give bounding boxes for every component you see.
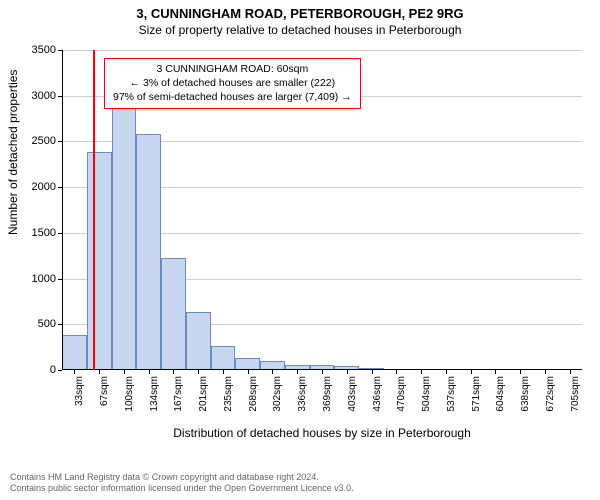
page-subtitle: Size of property relative to detached ho… xyxy=(0,23,600,37)
y-tick-label: 1000 xyxy=(32,273,56,285)
x-tick-label: 369sqm xyxy=(322,376,333,412)
x-tick-mark xyxy=(471,370,472,374)
x-tick-mark xyxy=(248,370,249,374)
x-tick-label: 470sqm xyxy=(396,376,407,412)
x-tick-label: 638sqm xyxy=(520,376,531,412)
callout-line-2: ← 3% of detached houses are smaller (222… xyxy=(113,76,352,90)
x-axis-line xyxy=(62,369,582,370)
x-tick-mark xyxy=(545,370,546,374)
y-tick-label: 500 xyxy=(38,318,56,330)
bar xyxy=(161,258,186,370)
x-tick-label: 537sqm xyxy=(446,376,457,412)
x-tick-label: 571sqm xyxy=(471,376,482,412)
x-tick-mark xyxy=(74,370,75,374)
y-tick-label: 3000 xyxy=(32,90,56,102)
x-axis-label: Distribution of detached houses by size … xyxy=(62,426,582,440)
x-tick-mark xyxy=(124,370,125,374)
chart-container: Number of detached properties 0500100015… xyxy=(0,42,600,442)
x-tick-label: 436sqm xyxy=(372,376,383,412)
x-tick-mark xyxy=(520,370,521,374)
bar xyxy=(87,152,112,370)
x-tick-label: 33sqm xyxy=(74,376,85,406)
callout-line-1: 3 CUNNINGHAM ROAD: 60sqm xyxy=(113,62,352,76)
x-tick-mark xyxy=(495,370,496,374)
x-tick-label: 604sqm xyxy=(495,376,506,412)
x-tick-label: 201sqm xyxy=(198,376,209,412)
x-tick-mark xyxy=(322,370,323,374)
x-tick-label: 403sqm xyxy=(347,376,358,412)
callout-box: 3 CUNNINGHAM ROAD: 60sqm← 3% of detached… xyxy=(104,58,361,109)
x-tick-mark xyxy=(570,370,571,374)
x-tick-label: 100sqm xyxy=(124,376,135,412)
x-tick-label: 134sqm xyxy=(149,376,160,412)
title-area: 3, CUNNINGHAM ROAD, PETERBOROUGH, PE2 9R… xyxy=(0,0,600,37)
callout-line-3: 97% of semi-detached houses are larger (… xyxy=(113,90,352,104)
bar xyxy=(62,335,87,370)
x-tick-mark xyxy=(396,370,397,374)
x-tick-label: 672sqm xyxy=(545,376,556,412)
x-tick-mark xyxy=(446,370,447,374)
footer-line-2: Contains public sector information licen… xyxy=(10,483,590,494)
x-tick-mark xyxy=(297,370,298,374)
x-tick-label: 705sqm xyxy=(570,376,581,412)
x-tick-label: 302sqm xyxy=(272,376,283,412)
bar xyxy=(136,134,161,370)
x-tick-label: 504sqm xyxy=(421,376,432,412)
y-axis-line xyxy=(62,50,63,370)
x-tick-label: 67sqm xyxy=(99,376,110,406)
bar xyxy=(186,312,211,370)
x-tick-mark xyxy=(198,370,199,374)
footer-attribution: Contains HM Land Registry data © Crown c… xyxy=(10,472,590,495)
x-tick-label: 235sqm xyxy=(223,376,234,412)
x-tick-mark xyxy=(99,370,100,374)
x-tick-label: 336sqm xyxy=(297,376,308,412)
y-tick-label: 2500 xyxy=(32,135,56,147)
bar xyxy=(211,346,236,370)
x-tick-mark xyxy=(223,370,224,374)
x-tick-mark xyxy=(173,370,174,374)
y-tick-label: 0 xyxy=(50,364,56,376)
x-tick-mark xyxy=(149,370,150,374)
x-tick-label: 167sqm xyxy=(173,376,184,412)
page-title: 3, CUNNINGHAM ROAD, PETERBOROUGH, PE2 9R… xyxy=(0,6,600,21)
x-tick-mark xyxy=(372,370,373,374)
x-tick-label: 268sqm xyxy=(248,376,259,412)
y-tick-label: 2000 xyxy=(32,181,56,193)
y-tick-label: 3500 xyxy=(32,44,56,56)
footer-line-1: Contains HM Land Registry data © Crown c… xyxy=(10,472,590,483)
y-tick-label: 1500 xyxy=(32,227,56,239)
y-tick-mark xyxy=(58,370,62,371)
plot-area: 050010001500200025003000350033sqm67sqm10… xyxy=(62,50,582,370)
reference-line xyxy=(93,50,95,370)
x-tick-mark xyxy=(421,370,422,374)
gridline xyxy=(62,50,582,51)
bar xyxy=(112,88,137,370)
x-tick-mark xyxy=(347,370,348,374)
x-tick-mark xyxy=(272,370,273,374)
y-axis-label: Number of detached properties xyxy=(6,70,20,235)
